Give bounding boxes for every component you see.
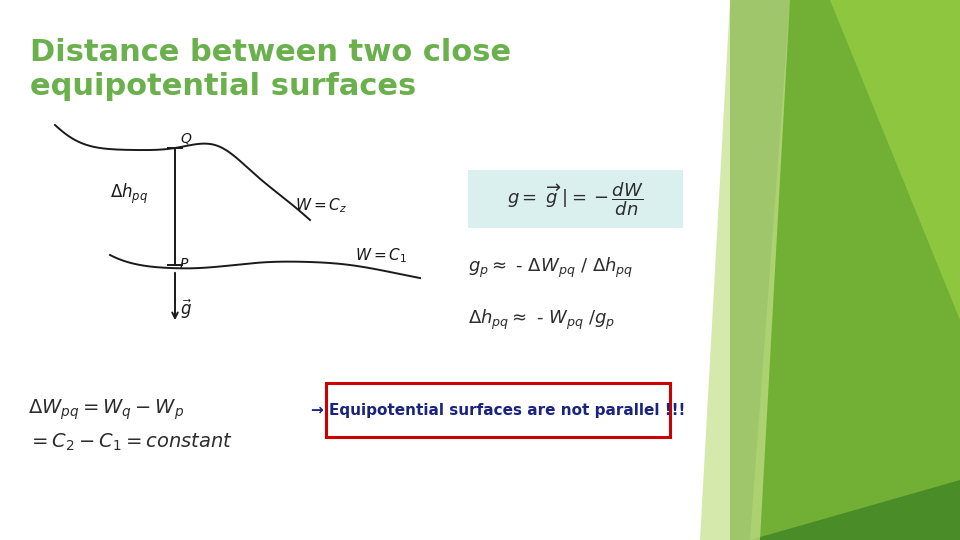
Polygon shape — [830, 0, 960, 320]
Text: $\Delta W_{pq} = W_q - W_p$: $\Delta W_{pq} = W_q - W_p$ — [28, 398, 184, 422]
Text: equipotential surfaces: equipotential surfaces — [30, 72, 417, 101]
Text: $\Delta h_{pq} \approx$ - $W_{pq}$ /$g_p$: $\Delta h_{pq} \approx$ - $W_{pq}$ /$g_p… — [468, 308, 615, 332]
Text: $W=C_z$: $W=C_z$ — [295, 196, 348, 215]
Polygon shape — [730, 0, 960, 540]
Text: P: P — [180, 257, 188, 271]
Text: $g_p \approx$ - $\Delta W_{pq}$ / $\Delta h_{pq}$: $g_p \approx$ - $\Delta W_{pq}$ / $\Delt… — [468, 256, 634, 280]
Polygon shape — [700, 0, 790, 540]
Text: Q: Q — [180, 132, 191, 146]
Text: $= C_2 - C_1 = constant$: $= C_2 - C_1 = constant$ — [28, 432, 233, 453]
Text: $\Delta h_{pq}$: $\Delta h_{pq}$ — [110, 183, 148, 206]
Polygon shape — [750, 0, 960, 540]
Text: $g = \;\overrightarrow{g}\; | = -\dfrac{dW}{dn}$: $g = \;\overrightarrow{g}\; | = -\dfrac{… — [507, 180, 644, 218]
Text: Distance between two close: Distance between two close — [30, 38, 511, 67]
FancyBboxPatch shape — [468, 170, 683, 228]
Polygon shape — [560, 0, 730, 540]
FancyBboxPatch shape — [326, 383, 670, 437]
Text: $\vec{g}$: $\vec{g}$ — [180, 298, 192, 321]
Text: $W=C_1$: $W=C_1$ — [355, 246, 407, 265]
Text: → Equipotential surfaces are not parallel !!!: → Equipotential surfaces are not paralle… — [311, 402, 685, 417]
